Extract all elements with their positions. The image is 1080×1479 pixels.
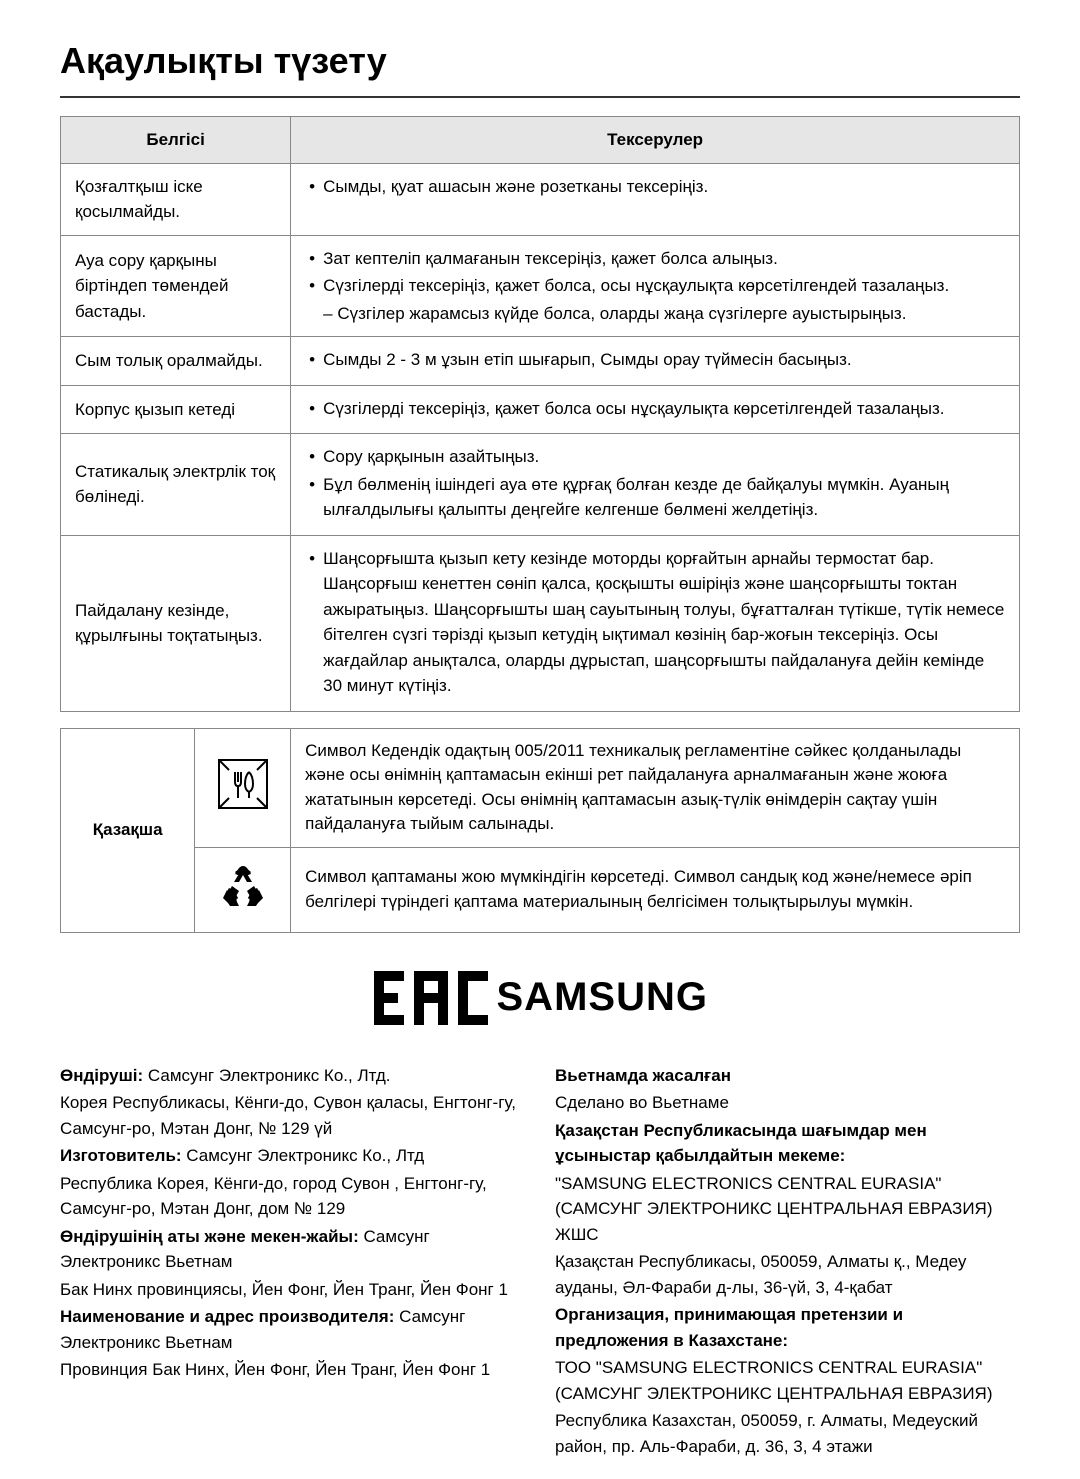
symptom-cell: Корпус қызып кетеді [61,385,291,434]
check-cell: Зат кептеліп қалмағанын тексеріңіз, қаже… [291,235,1020,337]
manufacturer-label-ru: Изготовитель: [60,1146,186,1165]
recycle-icon [195,848,291,933]
left-column: Өндіруші: Самсунг Электроникс Ко., Лтд. … [60,1063,525,1462]
address-line: Бак Нинх провинциясы, Йен Фонг, Йен Тран… [60,1277,525,1303]
symptom-cell: Пайдалану кезінде, құрылғыны тоқтатыңыз. [61,535,291,711]
org-name: "SAMSUNG ELECTRONICS CENTRAL EURASIA" (С… [555,1171,1020,1248]
table-row: Қозғалтқыш іске қосылмайды. Сымды, қуат … [61,163,1020,235]
manufacturer-value: Самсунг Электроникс Ко., Лтд. [148,1066,391,1085]
check-item: Сүзгілерді тексеріңіз, қажет болса осы н… [305,396,1005,422]
table-row: Корпус қызып кетеді Сүзгілерді тексеріңі… [61,385,1020,434]
check-item: Бұл бөлменің ішіндегі ауа өте құрғақ бол… [305,472,1005,523]
symptom-cell: Статикалық электрлік тоқ бөлінеді. [61,434,291,536]
header-check: Тексерулер [291,117,1020,164]
symbol-desc: Символ қаптаманы жою мүмкіндігін көрсете… [291,848,1020,933]
table-row: Ауа сору қарқыны біртіндеп төмендей баст… [61,235,1020,337]
org-address: Қазақстан Республикасы, 050059, Алматы қ… [555,1249,1020,1300]
claims-label-ru: Организация, принимающая претензии и пре… [555,1302,1020,1353]
table-row: Пайдалану кезінде, құрылғыны тоқтатыңыз.… [61,535,1020,711]
check-cell: Сору қарқынын азайтыңыз. Бұл бөлменің іш… [291,434,1020,536]
table-row: Статикалық электрлік тоқ бөлінеді. Сору … [61,434,1020,536]
check-sub: – Сүзгілер жарамсыз күйде болса, оларды … [305,301,1005,327]
eac-logo [372,989,496,1006]
check-item: Сымды, қуат ашасын және розетканы тексер… [305,174,1005,200]
right-column: Вьетнамда жасалған Сделано во Вьетнаме Қ… [555,1063,1020,1462]
check-cell: Сымды, қуат ашасын және розетканы тексер… [291,163,1020,235]
check-item: Шаңсорғышта қызып кету кезінде моторды қ… [305,546,1005,699]
info-columns: Өндіруші: Самсунг Электроникс Ко., Лтд. … [60,1063,1020,1462]
troubleshoot-table: Белгісі Тексерулер Қозғалтқыш іске қосыл… [60,116,1020,712]
address-line: Республика Корея, Кёнги-до, город Сувон … [60,1171,525,1222]
producer-label-ru: Наименование и адрес производителя: [60,1307,399,1326]
samsung-logo: SAMSUNG [497,975,708,1020]
lang-cell: Қазақша [61,728,195,932]
check-cell: Сымды 2 - 3 м ұзын етіп шығарып, Сымды о… [291,337,1020,386]
claims-label-kz: Қазақстан Республикасында шағымдар мен ұ… [555,1118,1020,1169]
symbols-table: Қазақша Символ Кедендік одақтың 005/2011… [60,728,1020,933]
manufacturer-value-ru: Самсунг Электроникс Ко., Лтд [186,1146,424,1165]
symptom-cell: Қозғалтқыш іске қосылмайды. [61,163,291,235]
glass-fork-icon [195,728,291,848]
page-title: Ақаулықты түзету [60,40,1020,98]
symbol-desc: Символ Кедендік одақтың 005/2011 техника… [291,728,1020,848]
check-item: Сүзгілерді тексеріңіз, қажет болса, осы … [305,273,1005,299]
made-in-label: Вьетнамда жасалған [555,1063,1020,1089]
table-row: Символ қаптаманы жою мүмкіндігін көрсете… [61,848,1020,933]
logo-row: SAMSUNG [60,963,1020,1033]
check-item: Зат кептеліп қалмағанын тексеріңіз, қаже… [305,246,1005,272]
symptom-cell: Ауа сору қарқыны біртіндеп төмендей баст… [61,235,291,337]
org-name-ru: ТОО "SAMSUNG ELECTRONICS CENTRAL EURASIA… [555,1355,1020,1406]
symptom-cell: Сым толық оралмайды. [61,337,291,386]
made-in-ru: Сделано во Вьетнаме [555,1090,1020,1116]
check-item: Сору қарқынын азайтыңыз. [305,444,1005,470]
check-cell: Шаңсорғышта қызып кету кезінде моторды қ… [291,535,1020,711]
producer-label: Өндірушінің аты және мекен-жайы: [60,1227,363,1246]
table-row: Сым толық оралмайды. Сымды 2 - 3 м ұзын … [61,337,1020,386]
header-symptom: Белгісі [61,117,291,164]
check-cell: Сүзгілерді тексеріңіз, қажет болса осы н… [291,385,1020,434]
check-item: Сымды 2 - 3 м ұзын етіп шығарып, Сымды о… [305,347,1005,373]
manufacturer-label: Өндіруші: [60,1066,148,1085]
table-row: Қазақша Символ Кедендік одақтың 005/2011… [61,728,1020,848]
org-address-ru: Республика Казахстан, 050059, г. Алматы,… [555,1408,1020,1459]
address-line: Провинция Бак Нинх, Йен Фонг, Йен Транг,… [60,1357,525,1383]
address-line: Корея Республикасы, Кёнги-до, Сувон қала… [60,1090,525,1141]
